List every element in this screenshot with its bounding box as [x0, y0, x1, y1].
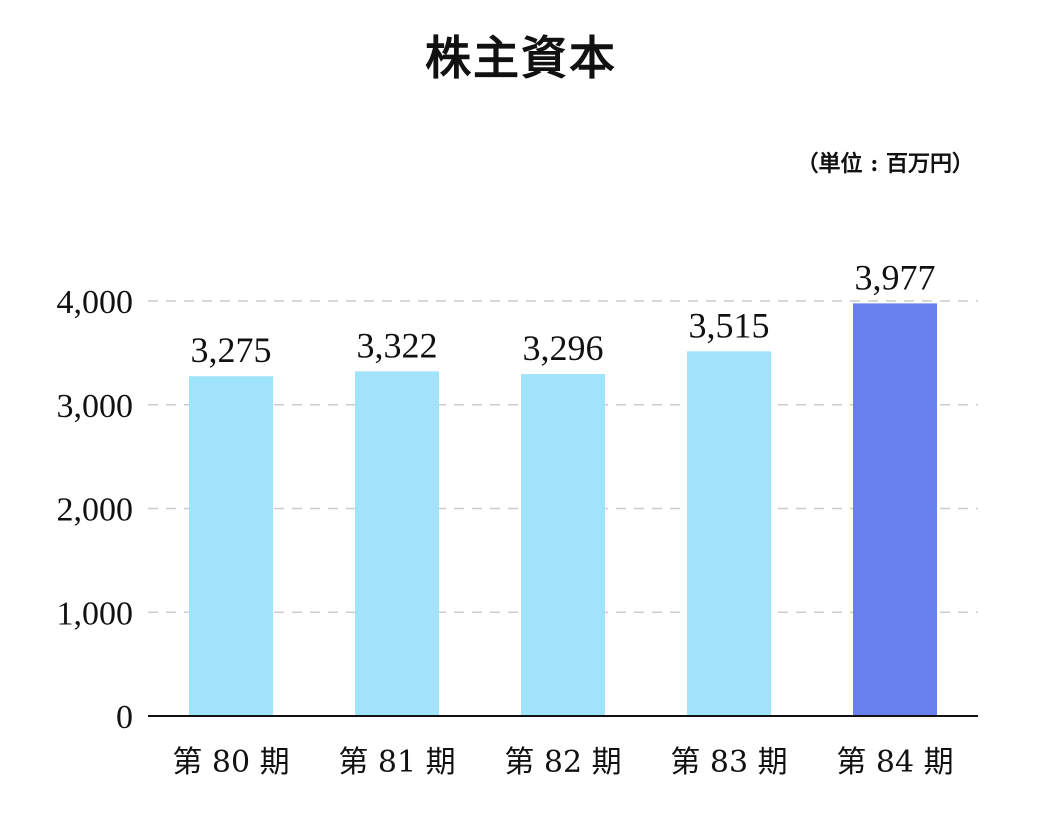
label-layer: 0 1,000 2,000 3,000 4,000 3,275 第 80 期 3,322 第 8… — [57, 257, 954, 780]
y-tick-label: 0 — [116, 699, 133, 736]
bar — [853, 303, 937, 716]
bar-value-label: 3,296 — [523, 328, 604, 368]
y-tick-label: 3,000 — [57, 388, 134, 425]
bar — [687, 351, 771, 716]
chart-title: 株主資本 — [425, 31, 617, 85]
bar — [521, 374, 605, 716]
x-category-label: 第 83 期 — [670, 745, 787, 780]
bar-value-label: 3,322 — [357, 325, 438, 365]
bar-value-label: 3,515 — [689, 305, 770, 345]
bar — [189, 376, 273, 716]
x-category-label: 第 81 期 — [338, 745, 455, 780]
x-category-label: 第 80 期 — [172, 745, 289, 780]
bar — [355, 371, 439, 716]
x-category-label: 第 84 期 — [836, 745, 953, 780]
y-tick-label: 4,000 — [57, 284, 134, 321]
x-category-label: 第 82 期 — [504, 745, 621, 780]
y-tick-label: 1,000 — [57, 595, 134, 632]
bar-value-label: 3,977 — [855, 257, 936, 297]
bar-layer — [189, 303, 937, 716]
bar-value-label: 3,275 — [191, 330, 272, 370]
y-tick-label: 2,000 — [57, 492, 134, 529]
unit-label: （単位 : 百万円） — [796, 151, 974, 177]
